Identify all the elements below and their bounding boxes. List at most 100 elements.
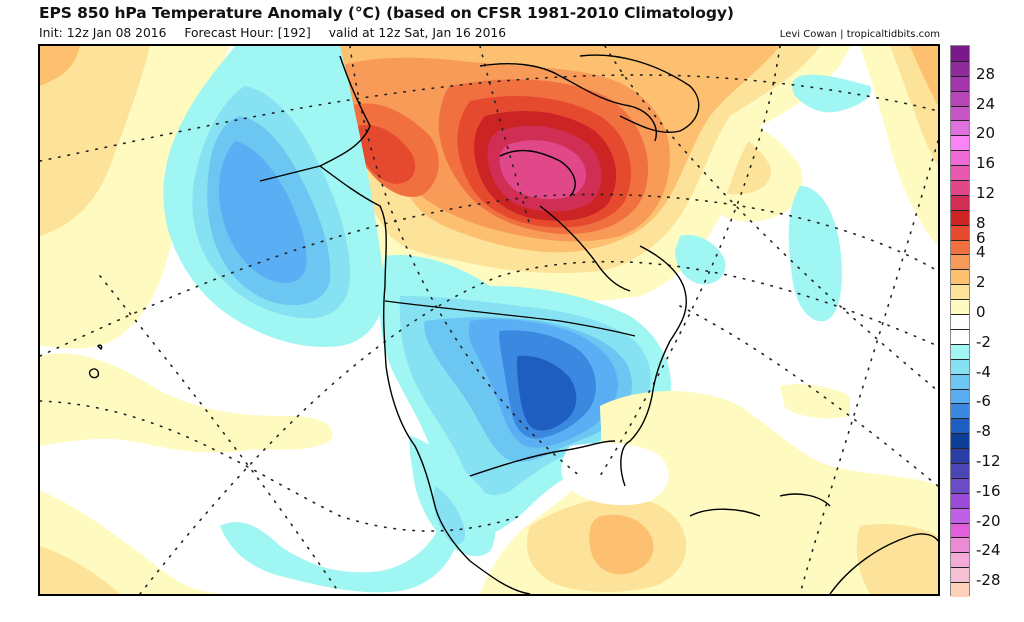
contour-fill-w3 [40,46,80,86]
contour-fill-c1 [788,186,842,322]
coastline [88,344,103,379]
colorbar-cell [951,284,969,300]
colorbar-cell [951,522,969,538]
colorbar-cell [951,582,969,598]
graticule-line [679,305,938,487]
contour-fill-w1 [40,353,333,453]
colorbar-cell [951,343,969,360]
coastline [469,440,616,477]
credit: Levi Cowan | tropicaltidbits.com [779,29,940,40]
colorbar-cell [951,567,969,583]
colorbar-cell [951,299,969,315]
contour-fill-w2 [856,524,938,594]
cold-anomaly-northeast-pacific [163,46,385,347]
colorbar-cell [951,105,969,121]
warm-anomaly-caribbean [480,384,938,594]
colorbar-cell [951,75,969,92]
warm-anomaly-canada-arctic [289,46,850,302]
colorbar-cell [951,150,969,166]
colorbar-cell [951,552,969,568]
colorbar-cell [951,403,969,419]
graticule [40,46,938,594]
graticule-line [99,275,341,594]
warm-band-subtropical-pacific [40,353,333,453]
subtitle: Init: 12z Jan 08 2016 Forecast Hour: [19… [39,26,520,40]
contour-fill-c6 [516,355,577,431]
colorbar-cell [951,358,969,375]
colorbar-cell [951,269,969,285]
forecast-hour: Forecast Hour: [192] [184,26,311,40]
cold-anomaly-mexico [409,436,496,557]
contour-fill-c1 [220,456,465,593]
graticule-line [604,46,938,392]
colorbar-cell [951,194,969,211]
colorbar-tick-label: 16 [976,154,996,173]
colorbar-tick-label: 6 [976,228,986,247]
contour-fill-c4 [218,141,307,283]
colorbar-cell [951,418,969,434]
colorbar-cell [951,388,969,404]
colorbar-cell [951,120,969,136]
colorbar-cell [951,477,969,494]
contour-fill-w3 [910,46,938,106]
colorbar-tick-label: 12 [976,183,996,202]
anomaly-map [40,46,938,594]
colorbar-tick-label: -2 [976,332,991,351]
graticule-line [599,46,781,477]
colorbar-cell [951,537,969,553]
coastline [384,300,636,337]
colorbar-tick-label: -20 [976,511,1001,530]
valid-time: valid at 12z Sat, Jan 16 2016 [328,26,507,40]
init-time: Init: 12z Jan 08 2016 [39,26,167,40]
colorbar-tick-label: 8 [976,213,986,232]
contour-fill-w9 [499,140,586,200]
warm-region-southwest-pacific [40,491,240,594]
colorbar-cell [951,373,969,389]
contour-fill-w1 [40,491,240,594]
contour-fill-w1 [780,384,850,419]
colorbar-tick-label: 28 [976,64,996,83]
colorbar-cell [951,60,969,77]
contour-fill-c1 [675,235,726,285]
coastline [620,245,687,487]
coastline [829,533,938,594]
contour-fill-w3 [589,514,654,575]
graticule-line [40,193,938,357]
colorbar-cell [951,314,969,330]
colorbar-tick-label: -16 [976,481,1001,500]
colorbar-tick-label: -24 [976,541,1001,560]
colorbar-cell [951,209,969,226]
colorbar-cell [951,180,969,196]
colorbar-tick-label: 20 [976,124,996,143]
colorbar-cell [951,46,969,62]
contour-fill-c2 [433,486,466,545]
cold-band-eastern-pacific [220,456,465,593]
colorbar-tick-label: 4 [976,243,986,262]
colorbar-cell [951,433,969,449]
colorbar-cell [951,224,969,241]
warm-region-northeast-atlantic [860,46,938,246]
contour-fill-w2 [40,546,120,594]
map-panel [38,44,940,596]
colorbar [950,45,970,598]
colorbar-cell [951,507,969,524]
graticule-line [479,46,531,227]
colorbar-cell [951,492,969,509]
colorbar-tick-label: -4 [976,362,991,381]
chart-title: EPS 850 hPa Temperature Anomaly (°C) (ba… [39,4,734,22]
colorbar-cell [951,135,969,151]
graticule-line [40,74,938,162]
colorbar-cell [951,239,969,255]
coastline [689,493,831,517]
colorbar-cell [951,90,969,107]
graticule-line [349,46,581,477]
colorbar-tick-label: -12 [976,451,1001,470]
colorbar-cell [951,328,969,345]
colorbar-cell [951,254,969,270]
graticule-line [139,260,938,594]
colorbar-cell [951,165,969,181]
coastlines [88,54,938,594]
colorbar-tick-label: -28 [976,571,1001,590]
colorbar-tick-label: -6 [976,392,991,411]
neutral-gulf-of-mexico [561,443,669,506]
